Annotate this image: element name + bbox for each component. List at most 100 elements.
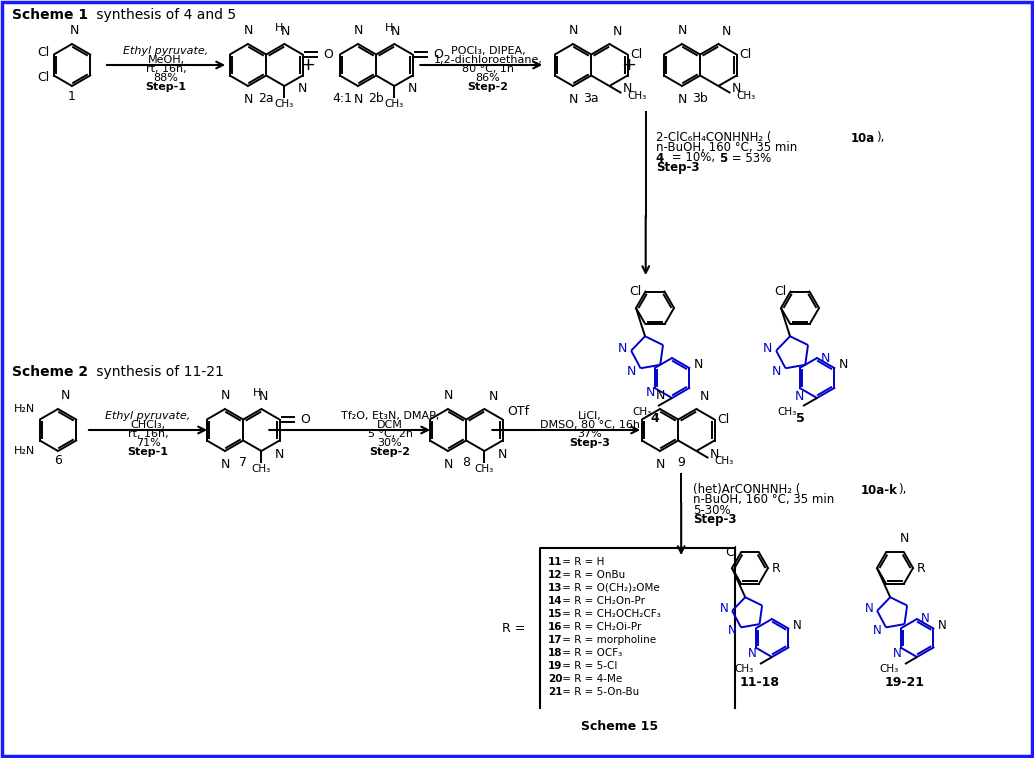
Text: N: N	[646, 387, 656, 399]
Text: = R = CH₂Oi-Pr: = R = CH₂Oi-Pr	[559, 622, 641, 632]
Text: N: N	[444, 458, 453, 471]
Text: 16: 16	[548, 622, 562, 632]
Text: MeOH,: MeOH,	[148, 55, 184, 65]
Text: n-BuOH, 160 °C, 35 min: n-BuOH, 160 °C, 35 min	[693, 493, 834, 506]
Text: N: N	[694, 358, 703, 371]
Text: N: N	[772, 365, 782, 377]
Text: N: N	[243, 93, 252, 106]
Text: = R = O(CH₂)₂OMe: = R = O(CH₂)₂OMe	[559, 583, 660, 593]
Text: N: N	[391, 25, 400, 38]
Text: N: N	[258, 390, 268, 403]
Text: R: R	[772, 562, 781, 575]
Text: ),: ),	[876, 131, 884, 145]
Text: N: N	[61, 389, 70, 402]
Text: n-BuOH, 160 °C, 35 min: n-BuOH, 160 °C, 35 min	[656, 142, 797, 155]
Text: Cl: Cl	[631, 48, 643, 61]
Text: rt, 16h,: rt, 16h,	[127, 429, 169, 439]
Text: +: +	[620, 56, 636, 74]
Text: Scheme 15: Scheme 15	[581, 719, 659, 732]
Text: CHCl₃,: CHCl₃,	[130, 420, 165, 430]
Text: N: N	[656, 389, 665, 402]
Text: N: N	[628, 365, 637, 377]
Text: Step-3: Step-3	[656, 161, 699, 174]
Text: H₂N: H₂N	[13, 446, 35, 456]
Text: N: N	[874, 624, 882, 637]
Text: 9: 9	[677, 456, 686, 469]
Text: Cl: Cl	[630, 285, 641, 298]
Text: synthesis of 4 and 5: synthesis of 4 and 5	[92, 8, 236, 22]
Text: 4:1: 4:1	[332, 92, 353, 105]
Text: Step-3: Step-3	[693, 513, 736, 527]
Text: N: N	[354, 24, 363, 37]
Text: DMSO, 80 °C, 16h: DMSO, 80 °C, 16h	[540, 420, 640, 430]
Text: 11-18: 11-18	[740, 676, 780, 690]
Text: 4: 4	[656, 152, 664, 164]
Text: 11: 11	[548, 557, 562, 567]
Text: CH₃: CH₃	[633, 407, 652, 417]
Text: CH₃: CH₃	[628, 91, 646, 101]
Text: N: N	[749, 647, 757, 660]
Text: 14: 14	[548, 596, 562, 606]
Text: CH₃: CH₃	[275, 99, 294, 109]
Text: Cl: Cl	[37, 71, 50, 84]
Text: Ethyl pyruvate,: Ethyl pyruvate,	[105, 411, 190, 421]
Text: 80 °C, 1h: 80 °C, 1h	[462, 64, 514, 74]
Text: N: N	[864, 603, 873, 615]
Text: 5: 5	[795, 412, 804, 424]
Text: N: N	[677, 24, 687, 37]
Text: 6: 6	[54, 455, 62, 468]
Text: 7: 7	[239, 456, 247, 469]
Text: N: N	[354, 93, 363, 106]
Text: Cl: Cl	[37, 46, 50, 59]
Text: N: N	[720, 603, 728, 615]
Text: N: N	[612, 25, 621, 38]
Text: Scheme 1: Scheme 1	[12, 8, 88, 22]
Text: N: N	[220, 389, 230, 402]
Text: CH₃: CH₃	[778, 407, 797, 417]
Text: Cl: Cl	[718, 413, 730, 426]
Text: 3b: 3b	[693, 92, 708, 105]
Text: H: H	[275, 23, 283, 33]
Text: 10a: 10a	[851, 131, 875, 145]
Text: 30%: 30%	[377, 438, 402, 448]
Text: Ethyl pyruvate,: Ethyl pyruvate,	[123, 46, 209, 56]
Text: OTf: OTf	[508, 405, 529, 418]
Text: 5 °C, 2h: 5 °C, 2h	[367, 429, 413, 439]
Text: 86%: 86%	[476, 73, 500, 83]
Text: N: N	[220, 458, 230, 471]
Text: Tf₂O, Et₃N, DMAP,: Tf₂O, Et₃N, DMAP,	[341, 411, 439, 421]
Text: = R = H: = R = H	[559, 557, 605, 567]
Text: ),: ),	[899, 484, 907, 496]
Text: 15: 15	[548, 609, 562, 619]
Text: N: N	[699, 390, 708, 403]
Text: N: N	[795, 390, 804, 402]
Text: N: N	[498, 447, 508, 461]
Text: = R = 5-Cl: = R = 5-Cl	[559, 661, 617, 671]
Text: N: N	[938, 619, 946, 632]
Text: = R = morpholine: = R = morpholine	[559, 635, 657, 645]
Text: synthesis of 11-21: synthesis of 11-21	[92, 365, 224, 379]
Text: CH₃: CH₃	[475, 464, 494, 474]
Text: rt, 16h,: rt, 16h,	[146, 64, 186, 74]
Text: N: N	[893, 647, 902, 660]
Text: N: N	[792, 619, 801, 632]
Text: Step-2: Step-2	[467, 82, 509, 92]
Text: O: O	[433, 48, 444, 61]
Text: Step-1: Step-1	[146, 82, 186, 92]
Text: 3a: 3a	[583, 92, 599, 105]
Text: Scheme 2: Scheme 2	[12, 365, 88, 379]
Text: = R = CH₂OCH₂CF₃: = R = CH₂OCH₂CF₃	[559, 609, 661, 619]
Text: O: O	[301, 413, 310, 426]
Text: 5: 5	[719, 152, 727, 164]
Text: = 10%,: = 10%,	[668, 152, 719, 164]
Text: N: N	[839, 358, 848, 371]
Text: N: N	[656, 458, 665, 471]
Text: CH₃: CH₃	[251, 464, 271, 474]
Text: N: N	[921, 612, 930, 625]
Text: N: N	[243, 24, 252, 37]
Text: CH₃: CH₃	[385, 99, 404, 109]
Text: R =: R =	[501, 622, 525, 634]
Text: H₂N: H₂N	[13, 405, 35, 415]
Text: Step-3: Step-3	[570, 438, 610, 448]
Text: N: N	[677, 93, 687, 106]
